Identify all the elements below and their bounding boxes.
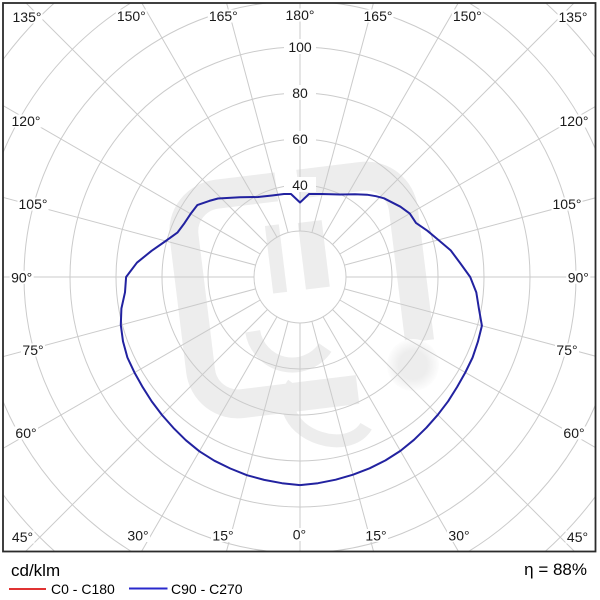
svg-text:150°: 150°	[117, 8, 146, 24]
svg-text:15°: 15°	[212, 528, 233, 544]
svg-text:30°: 30°	[127, 528, 148, 544]
svg-text:120°: 120°	[560, 113, 589, 129]
svg-text:45°: 45°	[567, 529, 588, 545]
svg-text:135°: 135°	[559, 9, 588, 25]
svg-text:90°: 90°	[11, 269, 32, 285]
svg-text:15°: 15°	[365, 528, 386, 544]
svg-text:135°: 135°	[13, 9, 42, 25]
svg-text:100: 100	[288, 39, 312, 55]
svg-text:60°: 60°	[15, 425, 36, 441]
svg-text:60°: 60°	[563, 425, 584, 441]
svg-text:105°: 105°	[553, 196, 582, 212]
svg-text:40: 40	[292, 177, 308, 193]
svg-text:120°: 120°	[12, 113, 41, 129]
svg-text:75°: 75°	[556, 342, 577, 358]
svg-text:30°: 30°	[448, 528, 469, 544]
svg-text:cd/klm: cd/klm	[11, 561, 60, 580]
svg-text:60: 60	[292, 131, 308, 147]
svg-text:75°: 75°	[22, 342, 43, 358]
svg-text:90°: 90°	[568, 269, 589, 285]
svg-text:105°: 105°	[19, 196, 48, 212]
svg-text:C0 - C180: C0 - C180	[51, 581, 115, 597]
svg-text:165°: 165°	[209, 8, 238, 24]
svg-text:80: 80	[292, 85, 308, 101]
svg-text:C90 - C270: C90 - C270	[171, 581, 243, 597]
svg-text:45°: 45°	[12, 529, 33, 545]
svg-text:η = 88%: η = 88%	[524, 560, 587, 579]
svg-text:165°: 165°	[364, 8, 393, 24]
svg-text:180°: 180°	[286, 7, 315, 23]
svg-text:0°: 0°	[293, 527, 306, 543]
svg-text:150°: 150°	[453, 8, 482, 24]
